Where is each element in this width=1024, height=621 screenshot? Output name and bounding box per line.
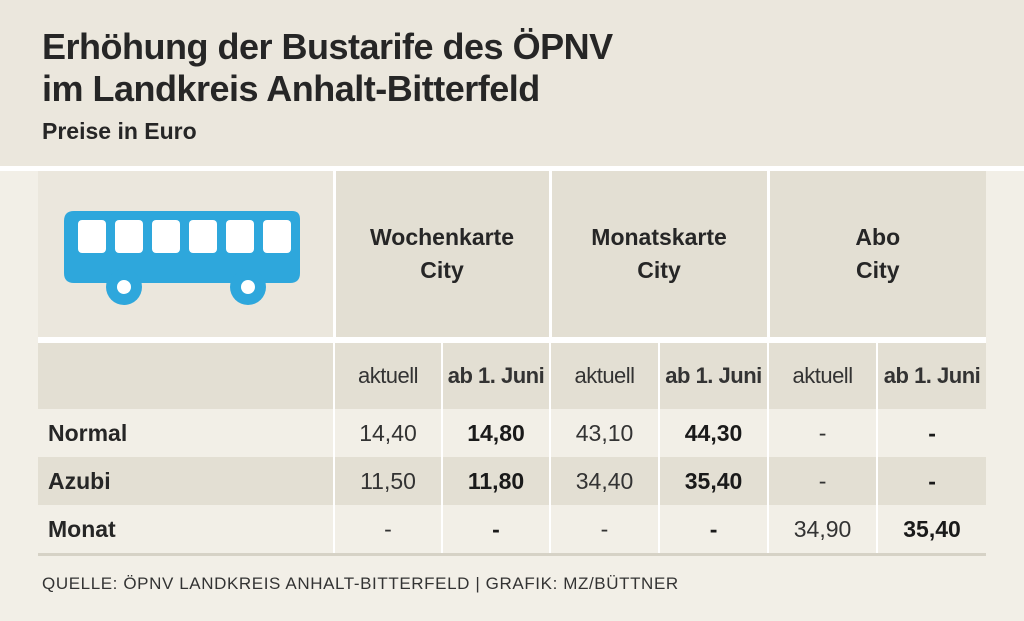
group-header-monatskarte: Monatskarte City — [548, 171, 769, 337]
subheader-ab-juni: ab 1. Juni — [876, 343, 987, 409]
table-cell: 14,40 — [333, 409, 442, 457]
subheader-aktuell: aktuell — [333, 343, 442, 409]
table-cell: - — [876, 409, 987, 457]
table-cell: 11,50 — [333, 457, 442, 505]
subheader-aktuell: aktuell — [549, 343, 660, 409]
table-cell: - — [333, 505, 442, 553]
table-cell: 35,40 — [658, 457, 769, 505]
group-header-line2: City — [420, 257, 464, 283]
row-label: Normal — [38, 409, 334, 457]
group-header-line1: Wochenkarte — [370, 224, 515, 250]
table-cell: - — [440, 505, 551, 553]
fare-table: Wochenkarte City Monatskarte City Abo Ci… — [38, 171, 987, 553]
chart-title: Erhöhung der Bustarife des ÖPNV im Landk… — [42, 26, 613, 110]
table-row: Normal 14,40 14,80 43,10 44,30 - - — [38, 409, 987, 457]
row-label: Monat — [38, 505, 334, 553]
header-area: Erhöhung der Bustarife des ÖPNV im Landk… — [0, 0, 1024, 166]
group-header-line1: Abo — [855, 224, 901, 250]
table-cell: - — [549, 505, 660, 553]
icon-cell — [38, 171, 334, 337]
table-bottom-rule — [38, 553, 986, 556]
header-separator — [0, 166, 1024, 171]
subheader-empty — [38, 343, 334, 409]
table-cell: - — [767, 457, 878, 505]
row-label: Azubi — [38, 457, 334, 505]
table-cell: 34,90 — [767, 505, 878, 553]
table-cell: - — [876, 457, 987, 505]
fare-table-area: Wochenkarte City Monatskarte City Abo Ci… — [38, 171, 987, 557]
group-header-line1: Monatskarte — [591, 224, 727, 250]
subheader-ab-juni: ab 1. Juni — [658, 343, 769, 409]
group-header-abo: Abo City — [766, 171, 987, 337]
source-credit: QUELLE: ÖPNV LANDKREIS ANHALT-BITTERFELD… — [42, 574, 679, 593]
group-header-line2: City — [637, 257, 681, 283]
table-cell: 43,10 — [549, 409, 660, 457]
subheader-aktuell: aktuell — [767, 343, 878, 409]
title-line-1: Erhöhung der Bustarife des ÖPNV — [42, 26, 613, 67]
table-cell: - — [658, 505, 769, 553]
table-cell: 44,30 — [658, 409, 769, 457]
table-cell: 34,40 — [549, 457, 660, 505]
spacer-row — [38, 337, 987, 343]
table-cell: 35,40 — [876, 505, 987, 553]
bus-icon — [64, 211, 300, 305]
table-cell: - — [767, 409, 878, 457]
table-row: Monat - - - - 34,90 35,40 — [38, 505, 987, 553]
title-line-2: im Landkreis Anhalt-Bitterfeld — [42, 68, 540, 109]
subheader-row: aktuell ab 1. Juni aktuell ab 1. Juni ak… — [38, 343, 987, 409]
group-header-row: Wochenkarte City Monatskarte City Abo Ci… — [38, 171, 987, 337]
group-header-line2: City — [856, 257, 900, 283]
table-cell: 14,80 — [440, 409, 551, 457]
subheader-ab-juni: ab 1. Juni — [440, 343, 551, 409]
table-cell: 11,80 — [440, 457, 551, 505]
table-row: Azubi 11,50 11,80 34,40 35,40 - - — [38, 457, 987, 505]
group-header-wochenkarte: Wochenkarte City — [332, 171, 551, 337]
chart-subtitle: Preise in Euro — [42, 118, 197, 144]
